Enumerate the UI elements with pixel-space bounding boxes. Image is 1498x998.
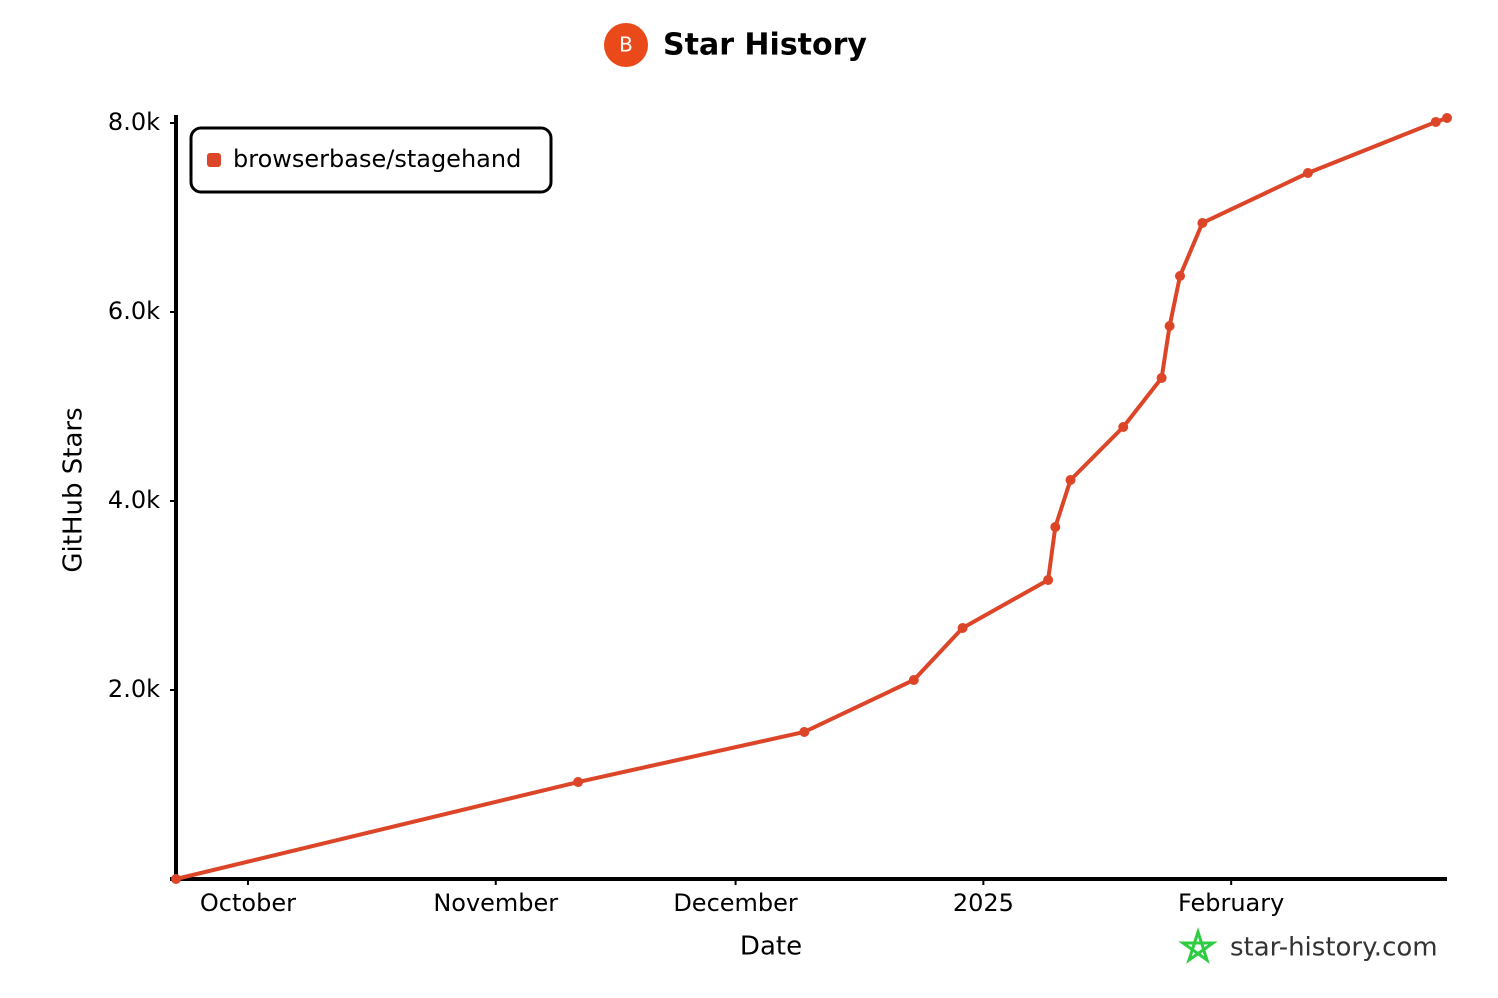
legend-label: browserbase/stagehand — [233, 145, 521, 173]
x-tick-label: December — [673, 889, 798, 917]
y-tick-label: 8.0k — [108, 108, 160, 136]
line — [175, 116, 1448, 881]
point — [1050, 521, 1061, 532]
y-tick-label: 6.0k — [108, 297, 160, 325]
point — [1156, 372, 1167, 383]
x-tick-label: October — [200, 889, 296, 917]
y-axis-label: GitHub Stars — [59, 407, 89, 572]
watermark: star-history.com — [1230, 933, 1438, 963]
point — [957, 623, 968, 634]
watermark-icon — [1178, 927, 1218, 964]
x-axis-label: Date — [740, 932, 802, 962]
x-tick-label: February — [1178, 889, 1284, 917]
chart-title: Star History — [663, 28, 867, 63]
legend-swatch — [207, 153, 221, 167]
point — [1118, 422, 1129, 433]
logo-text: B — [619, 33, 633, 57]
x-tick-label: November — [433, 889, 558, 917]
point — [1175, 270, 1186, 281]
y-tick-label: 2.0k — [108, 675, 160, 703]
point — [1164, 320, 1175, 331]
legend-box — [189, 126, 553, 194]
point — [573, 777, 584, 788]
point — [171, 874, 181, 884]
point — [1302, 167, 1313, 178]
logo — [604, 23, 648, 67]
point — [1043, 575, 1054, 586]
point — [799, 726, 810, 737]
point — [1430, 116, 1441, 127]
point — [1442, 112, 1452, 123]
point — [1065, 475, 1076, 486]
x-tick-label: 2025 — [953, 889, 1014, 917]
point — [908, 674, 919, 685]
y-tick-label: 4.0k — [108, 486, 160, 514]
point — [1197, 217, 1208, 228]
legend: browserbase/stagehand — [189, 126, 553, 194]
